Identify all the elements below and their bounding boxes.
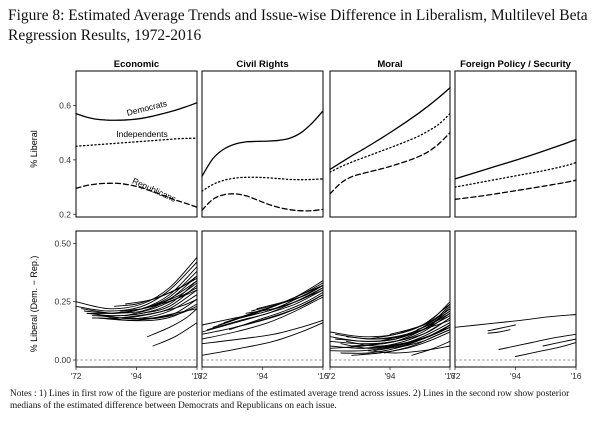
difference-line-civil-rights-16 (201, 322, 324, 356)
y-tick-label: 0.6 (59, 100, 71, 110)
difference-line-economic-2 (75, 261, 198, 312)
series-line-civil-rights-independents (201, 176, 324, 192)
difference-line-moral-22 (400, 303, 451, 333)
difference-line-foreign-policy-security-1 (454, 314, 577, 328)
difference-line-civil-rights-14 (256, 284, 324, 310)
panel-frame-civil-rights (201, 230, 324, 368)
difference-line-civil-rights-4 (201, 296, 324, 340)
difference-line-moral-25 (416, 312, 451, 331)
figure-notes: Notes : 1) Lines in first row of the fig… (10, 389, 570, 411)
panel-frame-economic (75, 70, 198, 218)
difference-line-moral-23 (405, 326, 451, 345)
series-line-civil-rights-democrats (201, 110, 324, 177)
panel-title-foreign-policy-security: Foreign Policy / Security (460, 59, 572, 70)
difference-line-economic-7 (92, 284, 198, 317)
series-line-economic-independents (75, 137, 198, 147)
figure-title: Figure 8: Estimated Average Trends and I… (8, 6, 604, 46)
difference-line-moral-18 (378, 310, 451, 342)
difference-line-foreign-policy-security-4 (498, 333, 577, 350)
series-line-moral-independents (329, 112, 451, 173)
x-tick-label: '16 (191, 371, 202, 381)
panel-frame-civil-rights (201, 70, 324, 218)
difference-line-civil-rights-5 (207, 287, 324, 331)
difference-line-economic-16 (125, 287, 198, 317)
y-tick-label: 0.50 (54, 238, 71, 248)
difference-line-moral-13 (351, 317, 451, 347)
difference-line-foreign-policy-security-2 (487, 324, 516, 332)
y-tick-label: 0.4 (59, 155, 71, 165)
series-line-foreign-policy-security-democrats (454, 138, 577, 180)
difference-line-economic-12 (108, 308, 198, 321)
difference-line-economic-19 (119, 298, 198, 319)
series-line-moral-democrats (329, 87, 451, 171)
series-line-moral-republicans (329, 132, 451, 195)
x-tick-label: '72 (70, 371, 81, 381)
difference-line-moral-14 (351, 331, 451, 356)
series-line-foreign-policy-security-republicans (454, 179, 577, 200)
difference-line-moral-24 (411, 340, 451, 356)
panel-frame-economic (75, 230, 198, 368)
panel-frame-moral (329, 70, 451, 218)
difference-line-civil-rights-12 (245, 289, 324, 314)
difference-line-moral-4 (329, 317, 451, 349)
y-tick-label: 0.25 (54, 297, 71, 307)
x-tick-label: '16 (444, 371, 455, 381)
panel-frame-foreign-policy-security (454, 70, 577, 218)
series-label-democrats: Democrats (126, 98, 168, 118)
series-line-economic-republicans (75, 182, 198, 208)
figure-title-line-1: Figure 8: Estimated Average Trends and I… (8, 7, 588, 24)
y-tick-label: 0.2 (59, 209, 71, 219)
x-tick-label: '94 (510, 371, 521, 381)
x-tick-label: '72 (449, 371, 460, 381)
panel-title-civil-rights: Civil Rights (236, 59, 288, 70)
y-tick-label: 0.00 (54, 355, 71, 365)
difference-line-civil-rights-9 (229, 291, 324, 331)
difference-line-economic-21 (147, 308, 198, 338)
difference-line-civil-rights-15 (201, 319, 324, 345)
difference-line-foreign-policy-security-6 (542, 338, 577, 347)
difference-line-economic-20 (130, 305, 198, 321)
y-axis-label-2: % Liberal (Dem. − Rep.) (29, 256, 39, 353)
difference-line-economic-1 (75, 256, 198, 310)
x-tick-label: '72 (196, 371, 207, 381)
difference-line-economic-22 (152, 322, 198, 347)
figure-title-line-2: Regression Results, 1972-2016 (8, 27, 202, 44)
y-axis-label-1: % Liberal (29, 130, 39, 168)
difference-line-economic-17 (125, 277, 198, 305)
x-tick-label: '94 (257, 371, 268, 381)
difference-line-moral-21 (395, 329, 451, 349)
panel-title-economic: Economic (114, 59, 159, 70)
panel-frame-foreign-policy-security (454, 230, 577, 368)
x-tick-label: '72 (324, 371, 335, 381)
difference-line-moral-26 (367, 345, 451, 354)
difference-line-foreign-policy-security-5 (515, 342, 577, 357)
panel-title-moral: Moral (377, 59, 402, 70)
series-label-independents: Independents (116, 129, 168, 139)
difference-line-economic-5 (86, 275, 198, 314)
x-tick-label: '16 (570, 371, 581, 381)
series-line-civil-rights-republicans (201, 193, 324, 212)
difference-line-civil-rights-3 (201, 294, 324, 335)
x-tick-label: '16 (317, 371, 328, 381)
difference-line-foreign-policy-security-3 (487, 329, 511, 334)
x-tick-label: '94 (131, 371, 142, 381)
difference-line-civil-rights-10 (234, 294, 324, 328)
series-line-economic-democrats (75, 102, 198, 121)
difference-line-economic-13 (111, 289, 198, 314)
series-label-republicans: Republicans (131, 176, 178, 204)
x-tick-label: '94 (384, 371, 395, 381)
series-line-foreign-policy-security-independents (454, 161, 577, 188)
difference-line-economic-18 (141, 280, 198, 310)
